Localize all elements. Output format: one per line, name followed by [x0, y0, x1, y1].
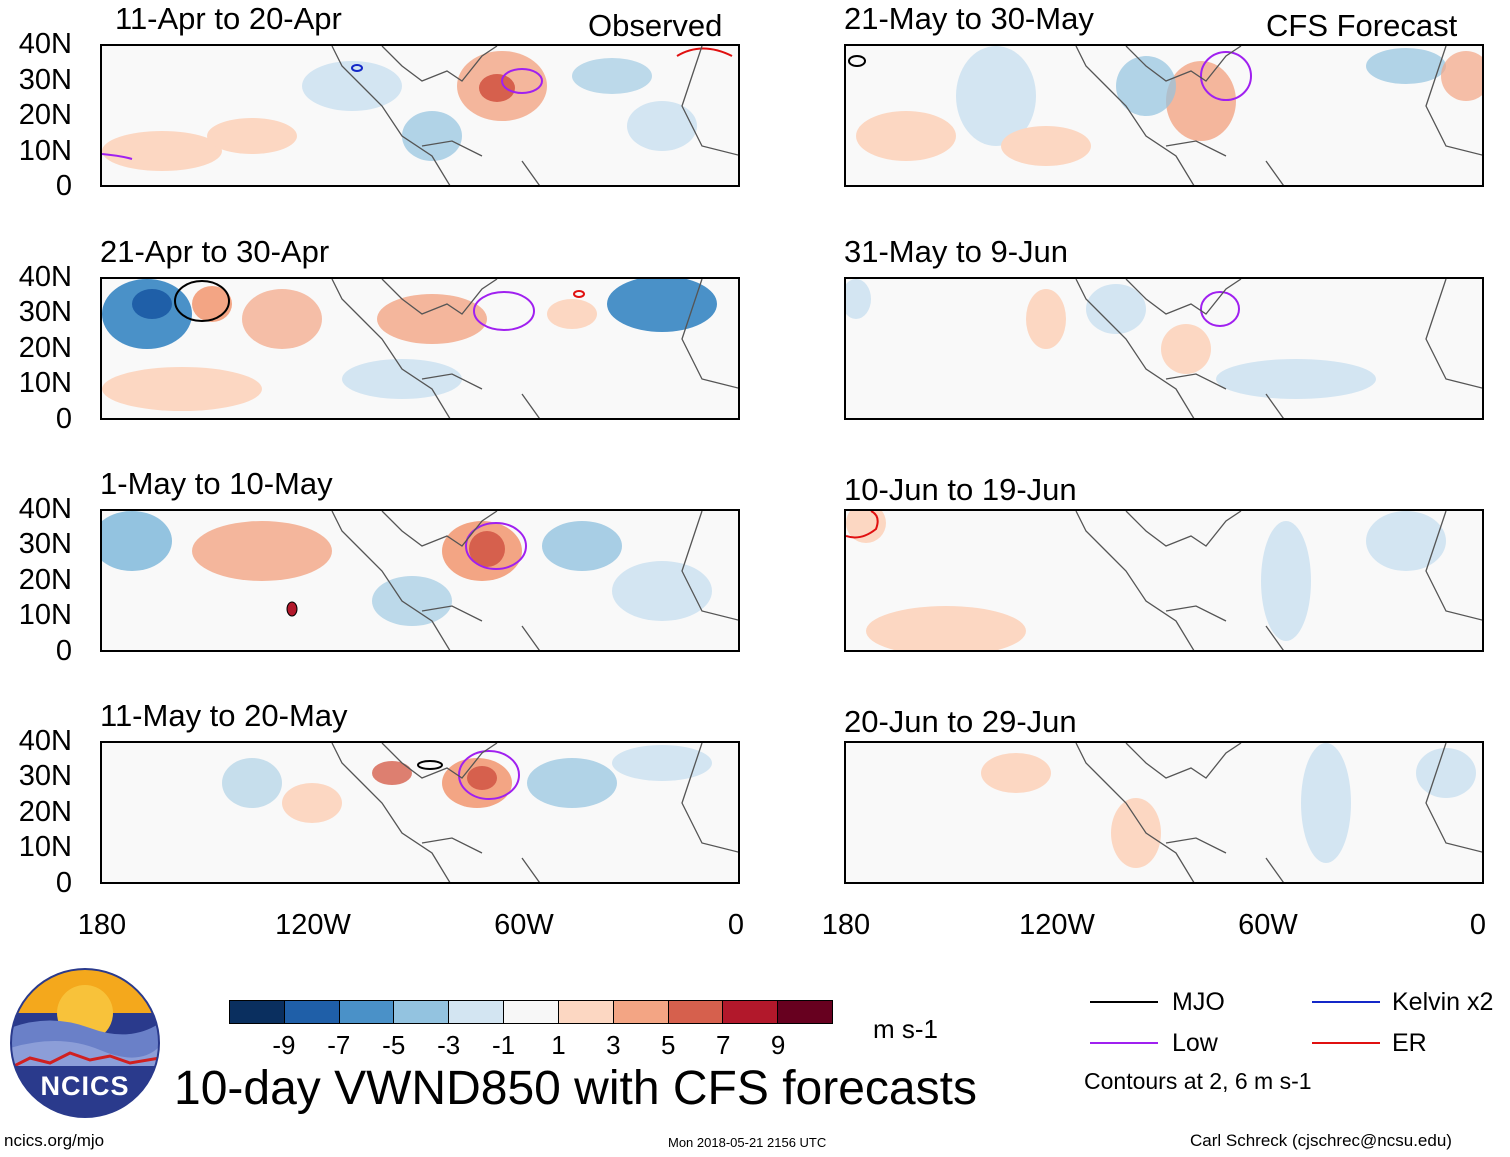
panel-title-7: 10-Jun to 19-Jun — [844, 472, 1077, 507]
panel-title-2: 21-Apr to 30-Apr — [100, 234, 330, 269]
colorbar-tick-label: -1 — [491, 1030, 516, 1060]
panel-title-1: 11-Apr to 20-Apr — [115, 1, 342, 36]
website-link[interactable]: ncics.org/mjo — [4, 1131, 105, 1150]
colorbar-swatch — [723, 1001, 779, 1023]
y-tick-label: 10N — [18, 367, 72, 399]
colorbar-swatch — [668, 1001, 724, 1023]
map-panel-8 — [844, 741, 1484, 884]
y-tick-label: 30N — [18, 64, 72, 96]
legend-kelvin-line — [1312, 1001, 1380, 1003]
y-tick-label: 10N — [18, 599, 72, 631]
x-tick-label: 60W — [1238, 909, 1298, 941]
logo-text: NCICS — [40, 1071, 130, 1101]
colorbar-swatch — [230, 1001, 285, 1023]
y-tick-label: 0 — [55, 403, 72, 435]
map-panel-1 — [100, 44, 740, 187]
y-tick-label: 20N — [18, 564, 72, 596]
y-tick-label: 40N — [18, 493, 72, 525]
author-credit: Carl Schreck (cjschrec@ncsu.edu) — [1190, 1131, 1452, 1150]
x-tick-label: 180 — [821, 909, 871, 941]
main-title: 10-day VWND850 with CFS forecasts — [174, 1062, 977, 1115]
y-tick-label: 0 — [55, 635, 72, 667]
panel-title-6: 31-May to 9-Jun — [844, 234, 1068, 269]
contours-note: Contours at 2, 6 m s-1 — [1084, 1068, 1312, 1094]
colorbar-swatch — [558, 1001, 614, 1023]
y-tick-label: 20N — [18, 99, 72, 131]
ncics-logo: NCICS — [10, 968, 160, 1118]
legend-mjo-line — [1090, 1001, 1158, 1003]
map-panel-4 — [100, 741, 740, 884]
legend-kelvin-label: Kelvin x2 — [1392, 988, 1494, 1016]
colorbar-unit: m s-1 — [873, 1014, 938, 1044]
colorbar-tick-label: 3 — [606, 1030, 621, 1060]
y-tick-label: 40N — [18, 261, 72, 293]
y-tick-label: 10N — [18, 135, 72, 167]
colorbar — [229, 1000, 833, 1024]
colorbar-tick-label: -3 — [437, 1030, 461, 1060]
x-tick-label: 180 — [77, 909, 127, 941]
colorbar-swatch — [394, 1001, 450, 1023]
y-tick-label: 40N — [18, 725, 72, 757]
y-tick-label: 40N — [18, 28, 72, 60]
legend-low-label: Low — [1172, 1029, 1218, 1057]
y-tick-label: 0 — [55, 170, 72, 202]
colorbar-swatch — [504, 1001, 559, 1023]
colorbar-swatch — [284, 1001, 340, 1023]
colorbar-swatch — [449, 1001, 505, 1023]
y-tick-label: 20N — [18, 332, 72, 364]
colorbar-tick-label: 1 — [551, 1030, 566, 1060]
colorbar-swatch — [339, 1001, 395, 1023]
x-tick-label: 0 — [1469, 909, 1487, 941]
observed-label: Observed — [588, 8, 723, 43]
y-tick-label: 10N — [18, 831, 72, 863]
y-tick-label: 30N — [18, 528, 72, 560]
legend-low-line — [1090, 1042, 1158, 1044]
colorbar-tick-label: 7 — [715, 1030, 731, 1060]
x-tick-label: 60W — [494, 909, 554, 941]
panel-title-8: 20-Jun to 29-Jun — [844, 704, 1077, 739]
y-tick-label: 30N — [18, 760, 72, 792]
colorbar-tick-label: 9 — [770, 1030, 786, 1060]
map-panel-7 — [844, 509, 1484, 652]
forecast-label: CFS Forecast — [1266, 8, 1458, 43]
colorbar-tick-label: -9 — [272, 1030, 296, 1060]
panel-title-4: 11-May to 20-May — [100, 698, 348, 733]
y-tick-label: 20N — [18, 796, 72, 828]
legend-er-line — [1312, 1042, 1380, 1044]
x-tick-label: 0 — [727, 909, 745, 941]
colorbar-tick-label: -7 — [327, 1030, 351, 1060]
legend-er-label: ER — [1392, 1029, 1427, 1057]
x-tick-label: 120W — [275, 909, 351, 941]
timestamp: Mon 2018-05-21 2156 UTC — [668, 1135, 827, 1150]
x-tick-label: 120W — [1019, 909, 1095, 941]
colorbar-tick-label: -5 — [382, 1030, 406, 1060]
colorbar-swatch — [778, 1001, 832, 1023]
colorbar-swatch — [613, 1001, 669, 1023]
y-tick-label: 30N — [18, 296, 72, 328]
map-panel-2 — [100, 277, 740, 420]
panel-title-3: 1-May to 10-May — [100, 466, 333, 501]
legend-mjo-label: MJO — [1172, 988, 1225, 1016]
map-panel-5 — [844, 44, 1484, 187]
colorbar-tick-label: 5 — [661, 1030, 676, 1060]
map-panel-3 — [100, 509, 740, 652]
map-panel-6 — [844, 277, 1484, 420]
panel-title-5: 21-May to 30-May — [844, 1, 1094, 36]
y-tick-label: 0 — [55, 867, 72, 899]
